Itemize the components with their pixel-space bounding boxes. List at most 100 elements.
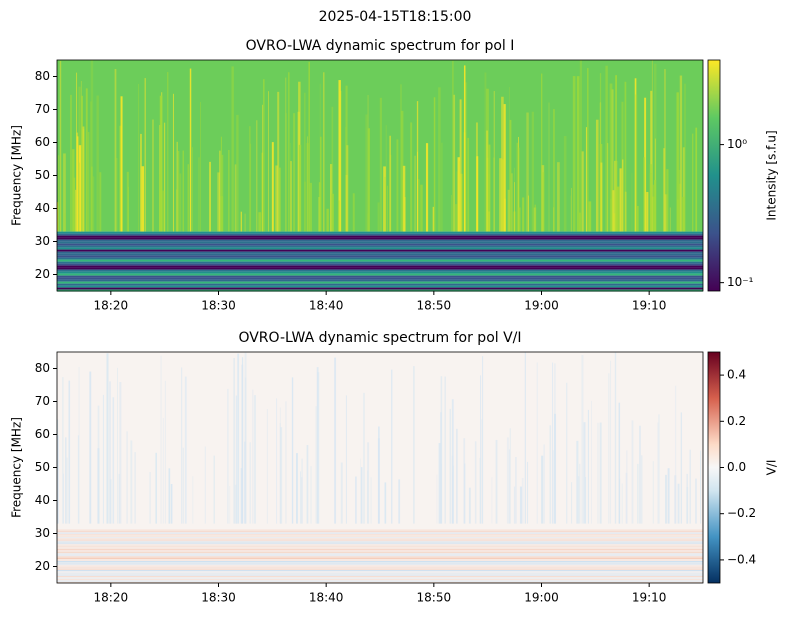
heatmap-texture [57,577,703,579]
heatmap-texture [236,114,239,232]
heatmap-texture [678,183,681,232]
heatmap-texture [680,412,683,524]
heatmap-texture [692,133,694,232]
x-tick-label: 18:30 [201,591,236,605]
heatmap-texture [72,149,75,232]
heatmap-texture [57,534,703,536]
heatmap-texture [401,110,404,232]
heatmap-texture [57,267,703,270]
heatmap-texture [552,450,554,524]
x-tick-label: 19:10 [632,591,667,605]
heatmap-texture [385,125,387,232]
heatmap-texture [57,558,703,560]
colorbar-label: Intensity [s.f.u] [765,130,779,220]
heatmap-texture [519,486,523,524]
heatmap-texture [138,83,139,232]
heatmap-texture [167,72,169,232]
heatmap-texture [487,173,490,232]
heatmap-texture [213,455,215,524]
heatmap-texture [96,95,99,232]
heatmap-texture [68,380,71,524]
heatmap-texture [664,194,668,232]
heatmap-texture [463,65,466,232]
heatmap-texture [625,472,628,524]
heatmap-texture [57,273,703,276]
heatmap-texture [587,68,589,232]
heatmap-texture [57,277,703,280]
heatmap-texture [622,159,624,232]
heatmap-texture [57,579,703,581]
heatmap-texture [695,127,698,232]
heatmap-texture [57,550,703,552]
heatmap-texture [57,243,703,246]
heatmap-texture [279,423,281,524]
heatmap-texture [499,158,502,232]
heatmap-texture [91,166,93,232]
heatmap-texture [57,249,703,252]
heatmap-texture [600,162,603,232]
heatmap-texture [653,63,657,232]
y-tick-label: 40 [35,201,50,215]
heatmap-texture [308,61,310,232]
heatmap-texture [379,97,382,232]
heatmap-texture [553,207,555,232]
heatmap-texture [467,137,470,232]
heatmap-texture [549,425,552,524]
heatmap [57,352,703,584]
heatmap-texture [57,531,703,533]
heatmap-texture [217,172,220,232]
heatmap-texture [244,213,246,232]
heatmap-texture [398,479,401,524]
heatmap-texture [377,438,380,524]
heatmap-texture [416,101,419,232]
heatmap-texture [396,139,399,232]
heatmap-texture [404,197,406,232]
heatmap-texture [182,150,184,232]
x-tick-label: 18:30 [201,299,236,313]
heatmap-texture [414,155,416,232]
heatmap-texture [231,66,234,232]
heatmap-texture [384,482,387,524]
heatmap-texture [77,136,79,232]
heatmap-texture [459,99,462,232]
heatmap-texture [57,562,703,564]
heatmap-texture [57,547,703,549]
heatmap-texture [440,412,442,524]
heatmap-texture [237,353,240,524]
heatmap-texture [367,128,371,232]
heatmap-texture [360,467,363,524]
colorbar-tick-label: −0.2 [727,506,756,520]
heatmap-texture [595,119,599,232]
heatmap-texture [240,211,242,232]
heatmap-texture [571,482,573,524]
heatmap-texture [241,357,244,524]
heatmap-texture [526,112,529,232]
heatmap-texture [130,440,133,524]
heatmap-texture [57,265,703,268]
heatmap-texture [579,212,581,232]
heatmap-texture [334,357,337,524]
heatmap-texture [198,157,200,232]
heatmap-texture [452,60,454,232]
heatmap-texture [637,205,639,232]
heatmap-texture [285,401,287,524]
heatmap-texture [528,195,529,232]
heatmap-texture [345,126,347,232]
heatmap-texture [57,287,703,290]
heatmap-texture [317,372,320,524]
heatmap-texture [513,486,516,524]
heatmap-texture [258,212,262,232]
heatmap-texture [541,73,543,232]
heatmap-texture [57,537,703,539]
heatmap-texture [577,476,580,524]
y-tick-label: 40 [35,493,50,507]
heatmap-texture [331,106,334,232]
heatmap-texture [355,476,357,524]
heatmap-texture [536,362,538,524]
heatmap-texture [75,189,77,232]
heatmap-texture [249,442,251,524]
heatmap-texture [652,461,654,524]
heatmap-texture [665,474,667,524]
heatmap-texture [184,376,187,524]
y-tick-label: 70 [35,102,50,116]
